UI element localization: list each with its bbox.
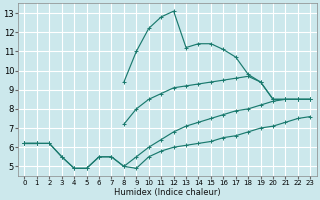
X-axis label: Humidex (Indice chaleur): Humidex (Indice chaleur) xyxy=(114,188,221,197)
